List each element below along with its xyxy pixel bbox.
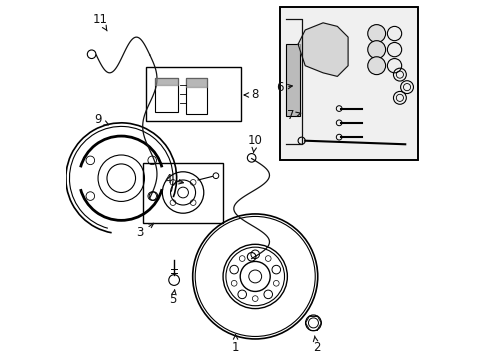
Polygon shape	[155, 78, 178, 85]
Text: 1: 1	[231, 335, 239, 354]
Bar	[185, 78, 206, 114]
Text: 11: 11	[92, 13, 107, 31]
Bar	[155, 78, 178, 112]
Bar	[280, 7, 417, 160]
Circle shape	[386, 42, 401, 57]
Text: 2: 2	[312, 336, 320, 354]
Polygon shape	[185, 78, 206, 87]
Text: 4: 4	[163, 173, 183, 186]
Circle shape	[386, 59, 401, 73]
Text: 7: 7	[286, 109, 300, 122]
Text: 9: 9	[94, 113, 108, 126]
Bar	[146, 67, 241, 121]
Bar	[142, 163, 223, 223]
Text: 6: 6	[275, 81, 292, 94]
Polygon shape	[298, 23, 347, 76]
Circle shape	[367, 24, 385, 42]
Circle shape	[367, 41, 385, 59]
Bar	[285, 44, 299, 116]
Text: 5: 5	[169, 290, 176, 306]
Text: 8: 8	[244, 89, 258, 102]
Bar	[280, 7, 417, 160]
Text: 3: 3	[136, 223, 153, 239]
Circle shape	[386, 26, 401, 41]
Circle shape	[367, 57, 385, 75]
Text: 10: 10	[247, 134, 262, 153]
